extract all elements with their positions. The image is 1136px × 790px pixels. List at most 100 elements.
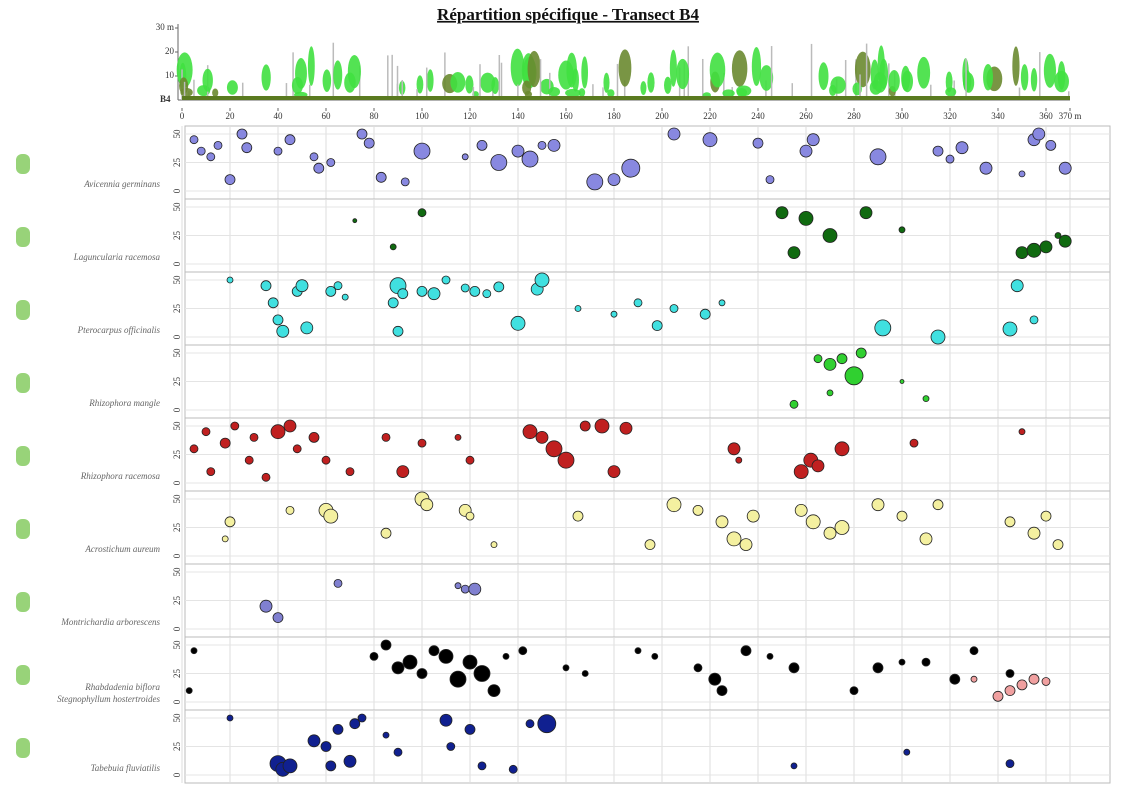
species-icon (16, 592, 30, 612)
x-tick-label: 120 (463, 111, 477, 121)
tree-point (823, 357, 837, 371)
species-icon (16, 300, 30, 320)
tree-point (872, 662, 884, 674)
tree-point (295, 279, 309, 293)
tree-point (522, 424, 538, 440)
tree-point (417, 438, 427, 448)
x-tick-label: 220 (703, 111, 717, 121)
tree-point (834, 441, 850, 457)
tree-point (813, 354, 823, 364)
tree-point (708, 672, 722, 686)
x-tick-label: 0 (180, 111, 185, 121)
tree-point (393, 747, 403, 757)
tree-point (332, 724, 344, 735)
tree-point (898, 658, 906, 666)
profile-tree (1030, 67, 1038, 92)
tree-point (400, 177, 410, 187)
tree-point (787, 246, 801, 260)
x-tick-label: 370 m (1059, 111, 1082, 121)
tree-point (391, 661, 405, 675)
tree-point (715, 515, 729, 529)
profile-tree (618, 49, 632, 87)
tree-point (844, 366, 864, 386)
tree-point (594, 418, 610, 434)
tree-point (241, 142, 253, 154)
y-tick-label: 50 (172, 713, 182, 723)
profile-tree (202, 68, 213, 92)
tree-point (922, 395, 930, 403)
tree-point (651, 653, 659, 660)
tree-point (1004, 516, 1016, 528)
tree-point (449, 670, 467, 688)
tree-point (822, 228, 838, 243)
profile-tree (945, 71, 953, 93)
x-tick-label: 280 (847, 111, 861, 121)
profile-tree (450, 71, 466, 93)
tree-point (666, 497, 682, 513)
profile-tree (578, 88, 586, 97)
species-label: Laguncularia racemosa (73, 252, 161, 262)
profile-tree (736, 85, 752, 97)
tree-point (244, 455, 254, 465)
tree-point (201, 427, 211, 437)
tree-point (397, 288, 409, 300)
profile-tree (416, 75, 424, 94)
tree-point (806, 133, 820, 147)
x-tick-label: 60 (322, 111, 332, 121)
tree-point (765, 175, 775, 185)
tree-point (667, 127, 681, 141)
tree-point (921, 657, 931, 667)
species-icon (16, 227, 30, 247)
tree-point (849, 686, 859, 695)
tree-point (343, 754, 357, 768)
profile-tree (676, 58, 690, 90)
tree-point (490, 541, 498, 548)
y-tick-label: 25 (172, 523, 182, 533)
profile-tree (1012, 46, 1020, 86)
tree-point (798, 210, 814, 226)
profile-tree (983, 63, 994, 91)
profile-tree (647, 72, 655, 93)
tree-point (534, 272, 550, 288)
tree-point (794, 503, 808, 517)
tree-point (363, 137, 375, 149)
y-tick-label: 0 (172, 261, 182, 266)
tree-point (930, 329, 946, 345)
tree-point (871, 498, 885, 512)
profile-tree (581, 56, 588, 89)
tree-point (389, 243, 397, 251)
tree-point (945, 154, 955, 164)
profile-tree (731, 50, 748, 87)
tree-point (224, 174, 236, 186)
tree-point (1045, 139, 1057, 151)
tree-point (1015, 246, 1029, 260)
tree-point (259, 599, 273, 613)
tree-point (196, 146, 206, 156)
tree-point (356, 128, 368, 140)
tree-point (502, 653, 510, 660)
tree-point (490, 154, 508, 171)
tree-point (438, 649, 454, 664)
species-label: Avicennia germinans (83, 179, 160, 189)
tree-point (417, 208, 427, 218)
tree-point (1028, 673, 1040, 685)
tree-point (1039, 240, 1053, 254)
tree-point (903, 748, 911, 756)
tree-point (468, 582, 482, 596)
tree-point (396, 465, 410, 479)
tree-point (752, 137, 764, 149)
tree-point (465, 455, 475, 465)
tree-point (469, 285, 481, 297)
profile-tree (917, 56, 931, 89)
tree-point (1010, 279, 1024, 293)
tree-point (572, 510, 584, 522)
tree-point (333, 579, 343, 588)
tree-point (428, 645, 440, 657)
tree-point (221, 535, 229, 543)
tree-point (621, 158, 641, 178)
tree-point (416, 668, 428, 679)
tree-point (811, 459, 825, 473)
tree-point (775, 206, 789, 220)
tree-point (349, 718, 361, 730)
tree-point (970, 675, 978, 683)
